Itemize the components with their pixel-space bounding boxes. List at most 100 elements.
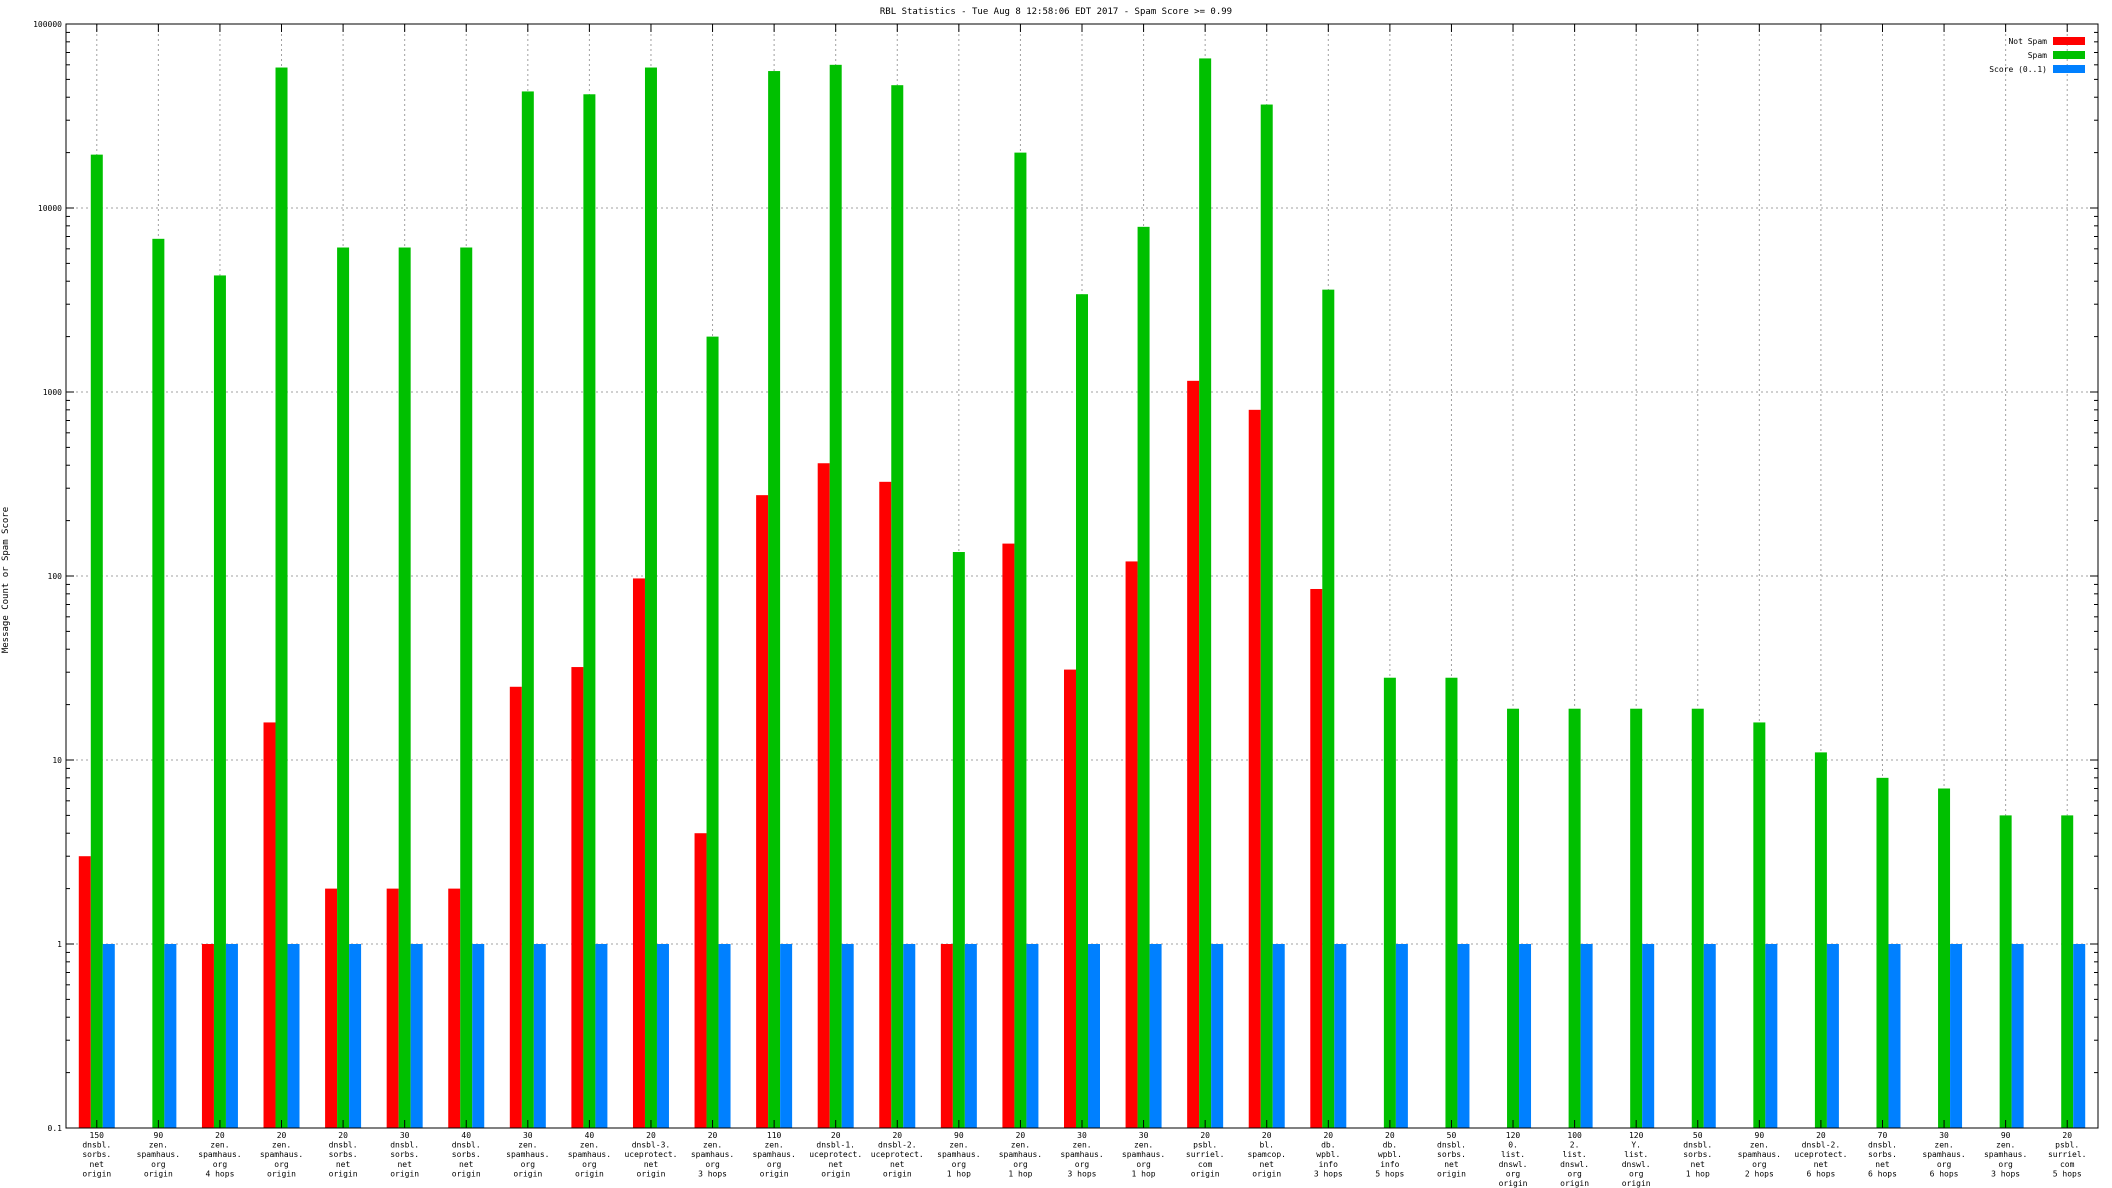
x-tick-label-line: zen. bbox=[149, 1141, 168, 1150]
x-tick-label-line: uceprotect. bbox=[1794, 1150, 1847, 1159]
y-tick-label: 100 bbox=[48, 572, 63, 581]
x-tick-label-line: 150 bbox=[90, 1131, 105, 1140]
x-tick-label-line: origin bbox=[267, 1169, 296, 1178]
x-tick-label-line: dnsbl-3. bbox=[632, 1141, 671, 1150]
x-tick-label-line: list. bbox=[1563, 1150, 1587, 1159]
x-tick-label-line: origin bbox=[390, 1169, 419, 1178]
x-tick-label-line: org bbox=[521, 1160, 536, 1169]
bar-spam bbox=[1014, 152, 1027, 1128]
x-tick-label-line: sorbs. bbox=[82, 1150, 111, 1159]
x-tick-label-line: 90 bbox=[154, 1131, 164, 1140]
x-tick-label-line: com bbox=[1198, 1160, 1213, 1169]
x-tick-label-line: net bbox=[459, 1160, 474, 1169]
bar-spam bbox=[1199, 58, 1212, 1128]
x-tick-label-line: 50 bbox=[1693, 1131, 1703, 1140]
bar-not-spam bbox=[1310, 588, 1323, 1128]
x-tick-label-line: 5 hops bbox=[2053, 1169, 2082, 1178]
bar-score-0-1 bbox=[903, 944, 916, 1128]
bar-spam bbox=[2061, 815, 2074, 1128]
bar-spam bbox=[1383, 677, 1396, 1128]
x-tick-label-line: uceprotect. bbox=[624, 1150, 677, 1159]
x-tick-label-line: dnswl. bbox=[1622, 1160, 1651, 1169]
bars bbox=[78, 58, 2086, 1129]
bar-score-0-1 bbox=[1888, 944, 1901, 1128]
bar-spam bbox=[768, 71, 781, 1129]
bar-score-0-1 bbox=[1580, 944, 1593, 1128]
x-tick-label-line: net bbox=[890, 1160, 905, 1169]
x-tick-label-line: net bbox=[828, 1160, 843, 1169]
bar-spam bbox=[152, 238, 165, 1128]
x-tick-label: 20 bl. spamcop. net origin bbox=[1247, 1131, 1286, 1178]
bar-not-spam bbox=[1002, 543, 1015, 1128]
x-tick-label-line: db. bbox=[1383, 1141, 1397, 1150]
bar-score-0-1 bbox=[964, 944, 977, 1128]
x-tick-label-line: spamhaus. bbox=[137, 1150, 180, 1159]
x-tick-label-line: dnsbl. bbox=[82, 1141, 111, 1150]
bar-spam bbox=[1137, 226, 1150, 1128]
x-tick-label-line: 50 bbox=[1447, 1131, 1457, 1140]
x-tick-label-line: 0. bbox=[1508, 1141, 1518, 1150]
x-tick-label: 20 db. wpbl. info 3 hops bbox=[1314, 1131, 1343, 1178]
x-tick-label-line: zen. bbox=[1072, 1141, 1091, 1150]
y-tick-label: 1 bbox=[57, 940, 62, 949]
x-tick-label-line: 20 bbox=[1016, 1131, 1026, 1140]
x-tick-label-line: surriel. bbox=[1186, 1150, 1225, 1159]
x-tick-label: 20 db. wpbl. info 5 hops bbox=[1375, 1131, 1404, 1178]
x-tick-label: 20 zen. spamhaus. org 3 hops bbox=[691, 1131, 734, 1178]
bar-score-0-1 bbox=[1026, 944, 1039, 1128]
bar-score-0-1 bbox=[410, 944, 423, 1128]
bar-not-spam bbox=[201, 944, 214, 1128]
bar-score-0-1 bbox=[1088, 944, 1100, 1128]
y-tick-label: 100000 bbox=[33, 20, 62, 29]
x-tick-label: 90 zen. spamhaus. org 3 hops bbox=[1984, 1131, 2027, 1178]
x-tick-label-line: dnswl. bbox=[1499, 1160, 1528, 1169]
bar-not-spam bbox=[448, 888, 461, 1128]
x-tick-label: 20 zen. spamhaus. org 4 hops bbox=[198, 1131, 241, 1178]
x-tick-label: 120 0. list. dnswl. org origin bbox=[1499, 1131, 1528, 1188]
x-tick-label-line: 20 bbox=[1385, 1131, 1395, 1140]
x-tick-label-line: spamhaus. bbox=[1738, 1150, 1781, 1159]
x-tick-label-line: 6 hops bbox=[1806, 1169, 1835, 1178]
x-tick-label-line: 20 bbox=[2062, 1131, 2072, 1140]
bar-score-0-1 bbox=[1950, 944, 1963, 1128]
x-tick-label-line: org bbox=[1075, 1160, 1090, 1169]
x-tick-label-line: 20 bbox=[1262, 1131, 1272, 1140]
x-tick-label-line: 110 bbox=[767, 1131, 782, 1140]
x-tick-label-line: 20 bbox=[892, 1131, 902, 1140]
x-tick-label-line: spamhaus. bbox=[1922, 1150, 1965, 1159]
x-tick-label: 110 zen. spamhaus. org origin bbox=[752, 1131, 795, 1178]
x-tick-label-line: spamhaus. bbox=[198, 1150, 241, 1159]
x-tick-label-line: bl. bbox=[1260, 1141, 1274, 1150]
x-tick-label-line: net bbox=[644, 1160, 659, 1169]
bar-not-spam bbox=[509, 686, 522, 1128]
x-tick-label-line: zen. bbox=[764, 1141, 783, 1150]
x-tick-label-line: 20 bbox=[708, 1131, 718, 1140]
x-tick-label: 30 dnsbl. sorbs. net origin bbox=[390, 1131, 419, 1178]
x-tick-label-line: wpbl. bbox=[1316, 1150, 1340, 1159]
bar-spam bbox=[1445, 677, 1458, 1128]
x-tick-label-line: 20 bbox=[1200, 1131, 1210, 1140]
x-tick-label-line: zen. bbox=[1996, 1141, 2015, 1150]
x-tick-label-line: 120 bbox=[1506, 1131, 1521, 1140]
x-tick-label-line: origin bbox=[144, 1169, 173, 1178]
x-tick-label: 40 zen. spamhaus. org origin bbox=[568, 1131, 611, 1178]
x-tick-label-line: spamhaus. bbox=[999, 1150, 1042, 1159]
x-tick-label-line: dnsbl-2. bbox=[878, 1141, 917, 1150]
bar-score-0-1 bbox=[2011, 944, 2024, 1128]
x-tick-label-line: org bbox=[952, 1160, 967, 1169]
x-tick-label-line: zen. bbox=[518, 1141, 537, 1150]
x-tick-label: 20 dnsbl-1. uceprotect. net origin bbox=[809, 1131, 862, 1178]
bar-not-spam bbox=[386, 888, 399, 1128]
x-tick-label: 30 zen. spamhaus. org 1 hop bbox=[1122, 1131, 1165, 1178]
bar-spam bbox=[1999, 815, 2012, 1128]
x-tick-label-line: dnsbl. bbox=[390, 1141, 419, 1150]
bar-spam bbox=[706, 336, 719, 1128]
bar-not-spam bbox=[940, 944, 953, 1128]
bar-score-0-1 bbox=[533, 944, 546, 1128]
x-tick-label-line: psbl. bbox=[1193, 1141, 1217, 1150]
bar-score-0-1 bbox=[1642, 944, 1655, 1128]
bar-not-spam bbox=[817, 463, 830, 1128]
bar-spam bbox=[213, 275, 226, 1129]
x-tick-label-line: net bbox=[90, 1160, 105, 1169]
x-tick-label-line: 1 hop bbox=[947, 1169, 971, 1178]
